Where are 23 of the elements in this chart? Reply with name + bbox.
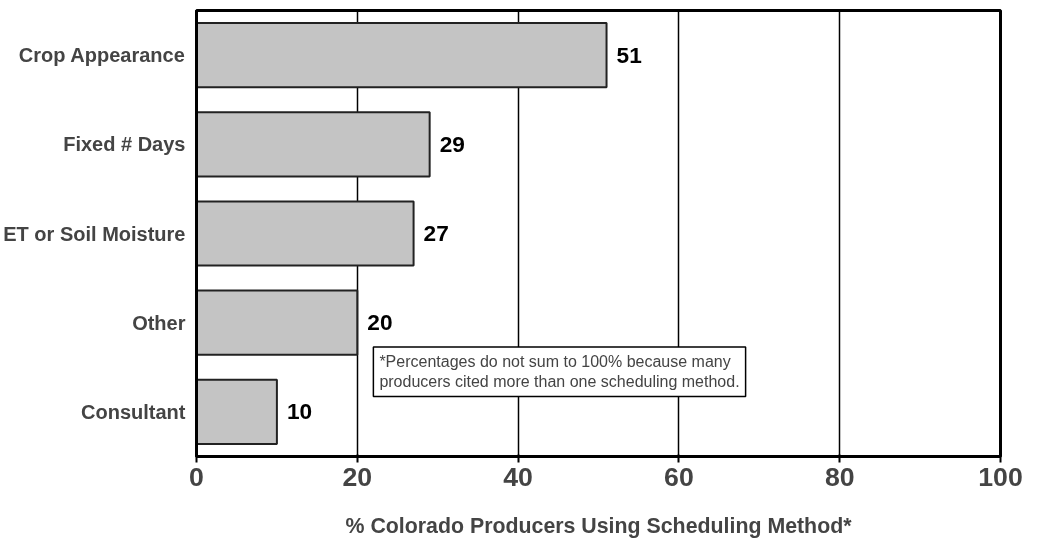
y-tick-label: Fixed # Days (63, 133, 186, 156)
bar (196, 200, 415, 267)
data-label: 29 (439, 130, 465, 157)
x-axis-title: % Colorado Producers Using Scheduling Method* (345, 513, 853, 538)
annotation: *Percentages do not sum to 100% because many producers cited more than one scheduling method. (379, 353, 740, 391)
bar (196, 111, 431, 178)
bar (196, 21, 608, 89)
data-label: 10 (286, 398, 313, 425)
bar (196, 289, 359, 356)
x-tick-label: 80 (824, 461, 855, 492)
y-tick-label: Crop Appearance (18, 44, 185, 67)
x-tick-label: 20 (342, 461, 373, 492)
data-label: 51 (616, 41, 642, 68)
x-tick-label: 0 (189, 461, 204, 492)
x-tick-label: 40 (503, 461, 533, 492)
x-tick-label: 60 (664, 461, 694, 492)
y-tick-label: Other (132, 311, 186, 334)
bar (196, 378, 278, 446)
data-label: 27 (423, 220, 449, 246)
y-tick-label: Consultant (81, 400, 186, 423)
x-tick-label: 100 (978, 461, 1023, 492)
data-label: 20 (367, 309, 393, 336)
y-tick-label: ET or Soil Moisture (3, 222, 186, 245)
